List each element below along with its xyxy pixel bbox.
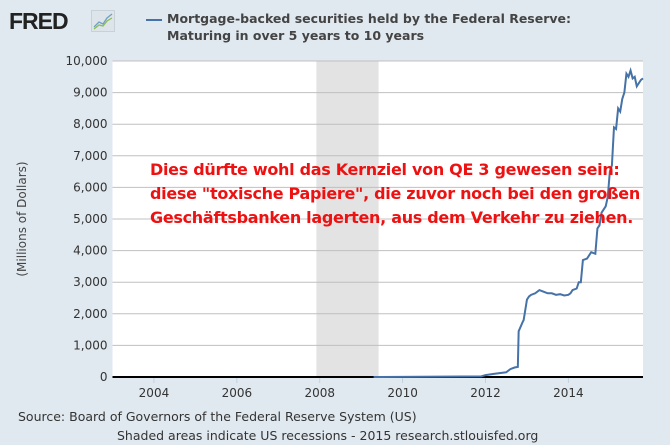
annotation-line-3: Geschäftsbanken lagerten, aus dem Verkeh… [150, 208, 634, 227]
x-tick-label: 2014 [553, 386, 584, 400]
y-tick-label: 2,000 [73, 307, 107, 321]
annotation-text: Dies dürfte wohl das Kernziel von QE 3 g… [150, 158, 640, 230]
y-tick-label: 9,000 [73, 86, 107, 100]
y-tick-label: 7,000 [73, 149, 107, 163]
y-tick-label: 1,000 [73, 338, 107, 352]
annotation-line-1: Dies dürfte wohl das Kernziel von QE 3 g… [150, 160, 620, 179]
y-tick-label: 8,000 [73, 117, 107, 131]
recession-note: Shaded areas indicate US recessions - 20… [117, 428, 539, 443]
legend-title-line-2: Maturing in over 5 years to 10 years [167, 28, 425, 43]
y-tick-label: 10,000 [66, 54, 108, 68]
y-tick-label: 6,000 [73, 180, 107, 194]
y-tick-label: 3,000 [73, 275, 107, 289]
x-tick-label: 2010 [387, 386, 418, 400]
series-line [373, 66, 644, 378]
y-tick-label: 4,000 [73, 244, 107, 258]
annotation-line-2: diese "toxische Papiere", die zuvor noch… [150, 184, 640, 203]
x-tick-label: 2004 [139, 386, 170, 400]
y-tick-label: 5,000 [73, 212, 107, 226]
x-tick-label: 2008 [304, 386, 335, 400]
y-tick-label: 0 [100, 370, 108, 384]
fred-logo: FRED [9, 8, 69, 34]
source-text: Source: Board of Governors of the Federa… [18, 409, 417, 424]
x-tick-label: 2012 [470, 386, 501, 400]
legend-title-line-1: Mortgage-backed securities held by the F… [167, 11, 572, 26]
legend-line-swatch [146, 19, 162, 21]
x-tick-label: 2006 [222, 386, 253, 400]
fred-chart-logo-icon [91, 10, 115, 32]
